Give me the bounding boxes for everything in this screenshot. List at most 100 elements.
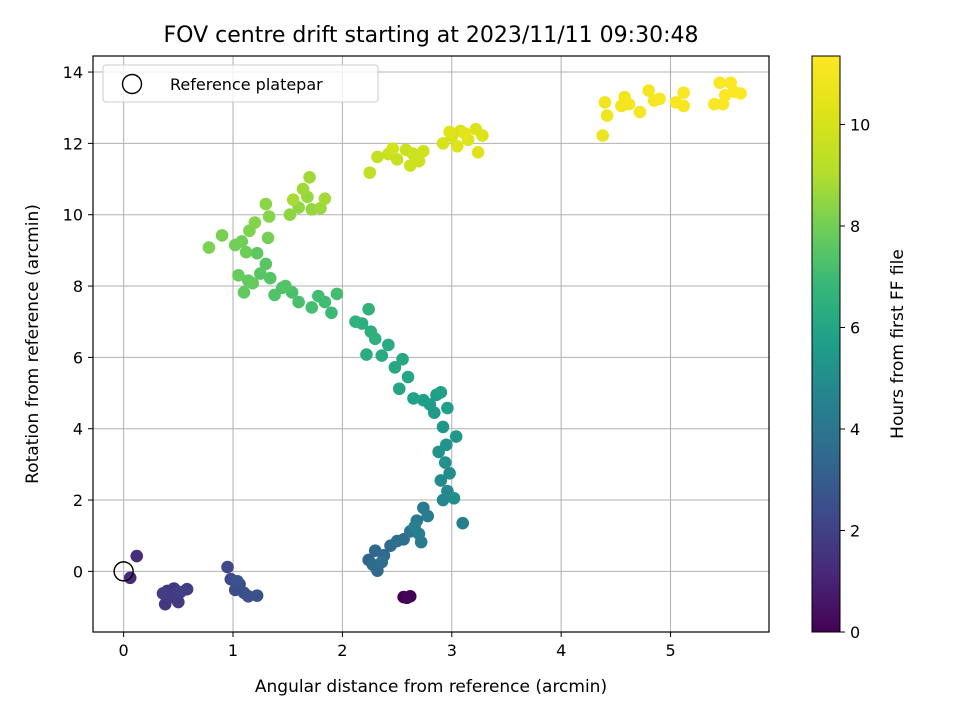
data-point bbox=[279, 279, 292, 293]
x-tick-label: 0 bbox=[119, 641, 129, 660]
x-axis-label: Angular distance from reference (arcmin) bbox=[255, 677, 607, 697]
data-point bbox=[438, 456, 452, 469]
data-point bbox=[443, 125, 456, 139]
y-axis-ticks: 0 2 4 6 8 10 12 14 bbox=[63, 63, 93, 581]
colorbar-tick-label: 8 bbox=[850, 217, 860, 236]
data-point bbox=[250, 246, 264, 260]
data-point bbox=[303, 170, 316, 184]
data-point bbox=[396, 352, 409, 366]
data-point bbox=[421, 509, 435, 523]
data-point bbox=[434, 386, 448, 399]
data-point bbox=[237, 286, 251, 299]
data-point bbox=[600, 109, 614, 122]
x-tick-label: 1 bbox=[228, 641, 238, 660]
data-point bbox=[174, 585, 187, 599]
data-point bbox=[368, 332, 382, 346]
data-point bbox=[677, 86, 690, 100]
data-point bbox=[296, 182, 310, 196]
data-point bbox=[268, 288, 281, 302]
legend-box bbox=[102, 64, 379, 103]
data-point bbox=[598, 96, 612, 109]
data-point bbox=[408, 520, 421, 534]
data-point bbox=[250, 589, 264, 602]
data-point bbox=[239, 245, 253, 259]
data-point bbox=[360, 348, 373, 361]
data-point bbox=[456, 516, 470, 530]
x-axis-ticks: 0 1 2 3 4 5 bbox=[119, 632, 676, 660]
data-point bbox=[202, 241, 216, 254]
colorbar-tick-label: 10 bbox=[850, 116, 870, 135]
data-point bbox=[441, 401, 454, 415]
colorbar-tick-label: 4 bbox=[850, 420, 860, 439]
data-point bbox=[286, 193, 300, 207]
x-tick-label: 3 bbox=[447, 641, 457, 660]
data-point bbox=[471, 145, 485, 159]
data-point bbox=[228, 238, 242, 252]
data-point bbox=[130, 549, 144, 563]
data-point bbox=[476, 129, 489, 142]
data-point bbox=[390, 153, 404, 166]
data-point bbox=[375, 349, 389, 362]
data-point bbox=[417, 144, 430, 158]
data-point bbox=[436, 420, 450, 434]
colorbar-label: Hours from first FF file bbox=[888, 249, 908, 439]
data-point bbox=[375, 555, 389, 569]
data-point bbox=[708, 97, 721, 111]
data-point bbox=[371, 150, 384, 164]
data-point bbox=[718, 88, 732, 102]
data-point bbox=[363, 166, 377, 179]
colorbar-ticks: 0 2 4 6 8 10 bbox=[840, 116, 870, 642]
data-point bbox=[330, 287, 344, 301]
data-point bbox=[417, 393, 430, 407]
data-point bbox=[314, 201, 327, 215]
data-point bbox=[386, 142, 400, 156]
data-point bbox=[231, 575, 244, 588]
data-point bbox=[312, 289, 325, 303]
data-point bbox=[262, 210, 276, 223]
data-point bbox=[263, 271, 277, 285]
data-point bbox=[362, 302, 375, 316]
x-tick-label: 4 bbox=[556, 641, 566, 660]
data-point bbox=[246, 276, 260, 290]
data-point bbox=[215, 229, 229, 242]
data-point bbox=[221, 560, 234, 574]
data-point bbox=[305, 301, 319, 314]
y-tick-label: 10 bbox=[63, 206, 83, 225]
colorbar-tick-label: 0 bbox=[850, 623, 860, 642]
data-point bbox=[248, 216, 262, 229]
data-point bbox=[388, 361, 402, 374]
data-point bbox=[653, 92, 666, 106]
data-point bbox=[325, 306, 338, 320]
grid-lines bbox=[93, 56, 769, 632]
data-point bbox=[443, 466, 456, 480]
legend-marker-icon bbox=[121, 73, 143, 95]
data-point bbox=[622, 97, 636, 111]
y-tick-label: 12 bbox=[63, 134, 83, 153]
data-point bbox=[436, 137, 450, 150]
data-point bbox=[642, 84, 655, 97]
y-tick-label: 14 bbox=[63, 63, 83, 82]
y-tick-label: 0 bbox=[73, 562, 83, 581]
data-point bbox=[596, 129, 610, 142]
y-tick-label: 6 bbox=[73, 348, 83, 367]
colorbar-tick-label: 6 bbox=[850, 319, 860, 338]
data-point bbox=[450, 139, 464, 153]
data-point bbox=[382, 338, 395, 352]
data-point bbox=[292, 295, 305, 309]
data-point bbox=[283, 208, 297, 222]
legend: Reference platepar bbox=[102, 64, 379, 103]
data-point bbox=[156, 587, 170, 600]
data-point bbox=[318, 192, 332, 205]
data-point bbox=[633, 105, 647, 119]
data-point bbox=[447, 491, 461, 505]
data-point bbox=[440, 438, 453, 452]
data-point bbox=[261, 231, 275, 245]
colorbar-tick-label: 2 bbox=[850, 522, 860, 541]
data-point bbox=[232, 269, 245, 282]
data-point bbox=[349, 315, 362, 329]
data-point bbox=[407, 392, 420, 405]
plot-frame bbox=[92, 55, 770, 633]
data-point bbox=[449, 430, 463, 443]
data-point bbox=[403, 159, 417, 172]
